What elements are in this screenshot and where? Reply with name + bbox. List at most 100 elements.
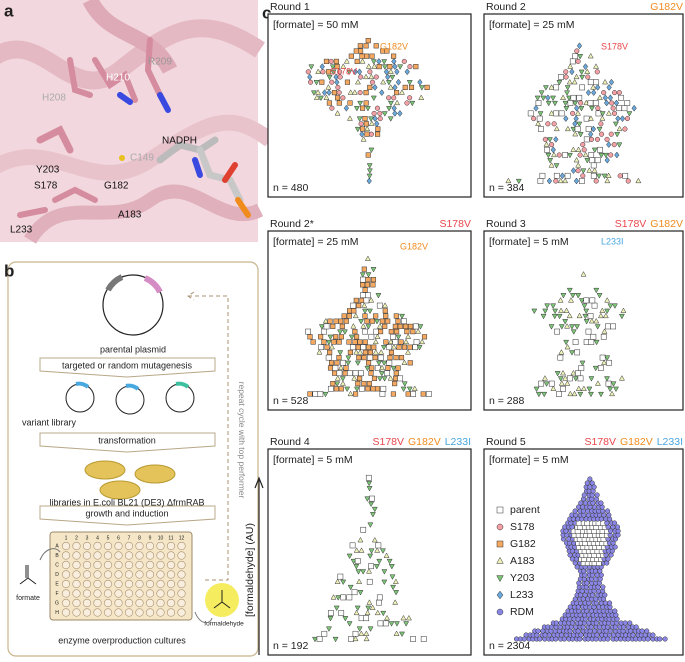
swarm-point [367,349,373,355]
swarm-point [411,385,418,391]
well [72,551,81,560]
swarm-point [358,48,364,54]
well [114,579,123,589]
swarm-point [335,84,341,90]
swarm-point [333,605,340,612]
swarm-point [376,323,383,329]
mutation-label: L233I [445,436,471,448]
swarm-point [353,547,360,553]
swarm-point [582,63,589,71]
swarm-point [361,381,367,387]
swarm-point [374,547,381,553]
swarm-point [316,636,323,642]
well [114,541,123,551]
swarm-point [392,599,399,605]
well [156,551,165,560]
swarm-point [376,360,382,367]
swarm-point [383,552,390,558]
swarm-point [611,520,618,526]
swarm-point [597,312,604,319]
swarm-point [362,308,368,315]
swarm-point [372,83,378,91]
swarm-point [558,110,565,117]
swarm-point [364,255,371,261]
swarm-point [614,524,621,530]
well [156,541,165,551]
swarm-point [592,365,599,372]
swarm-point [397,109,403,117]
swarm-point [387,375,394,381]
swarm-point [407,95,413,101]
well [103,541,113,551]
swarm-point [332,636,339,643]
swarm-point [363,297,370,304]
swarm-point [563,115,569,123]
swarm-point [586,386,593,393]
swarm-point [560,369,566,376]
swarm-point [380,385,387,392]
well [177,579,186,589]
swarm-point [376,302,383,309]
swarm-point [360,569,367,575]
plot-title: Round 2 [486,1,526,13]
swarm-point [368,333,375,340]
condition-label: [formate] = 5 mM [273,454,353,466]
well [124,560,134,570]
swarm-point [365,152,371,158]
swarm-point [604,177,611,184]
swarm-point [574,349,581,356]
swarm-point [536,115,543,122]
swarm-point [370,267,377,273]
swarm-point [386,95,392,101]
swarm-point [598,391,604,398]
swarm-point [377,110,383,116]
swarm-point [566,78,573,85]
swarm-point [369,604,376,610]
panel-label: b [4,261,14,280]
swarm-point [554,328,560,335]
legend-marker [496,590,504,600]
swarm-point [560,293,567,299]
swarm-point [602,152,609,159]
swarm-point [362,287,368,293]
swarm-point [542,308,549,315]
swarm-point [614,132,621,138]
swarm-point [352,630,359,637]
repeat-arrow [187,291,229,581]
swarm-point [361,302,368,308]
swarm-point [583,136,590,143]
legend-label: S178 [510,521,535,533]
well [103,551,113,560]
swarm-point [549,142,555,148]
swarm-point [564,323,571,329]
swarm-point [418,94,425,100]
swarm-point [383,620,389,627]
swarm-point [408,323,414,329]
swarm-point [535,391,542,398]
swarm-point [384,370,390,377]
swarm-point [395,334,402,341]
swarm-point [351,589,358,596]
swarm-point [375,126,381,132]
well [166,608,176,617]
well [166,541,176,551]
swarm-point [390,343,397,350]
swarm-point [578,365,585,371]
swarm-point [405,333,412,339]
plate-column: 2 [75,535,78,541]
swarm-point [354,78,361,85]
swarm-point [318,324,325,330]
swarm-point [372,355,378,361]
swarm-point [343,318,349,324]
swarm-point [370,95,377,102]
swarm-point [376,594,383,601]
swarm-point [597,365,604,371]
swarm-point [325,84,332,90]
swarm-point [544,303,551,309]
swarm-point [576,42,583,50]
swarm-point [354,360,361,367]
legend-marker [496,556,504,564]
swarm-point [581,147,587,153]
swarm-point [587,115,594,121]
well [61,551,71,560]
